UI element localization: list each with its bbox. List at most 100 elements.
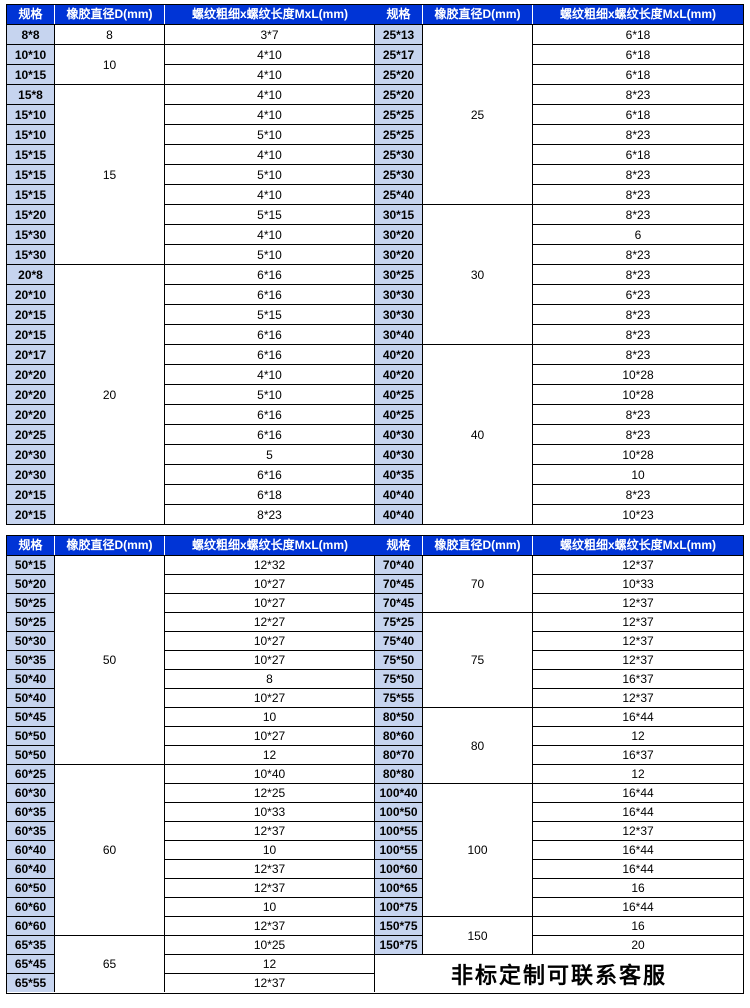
thread-cell: 6*18 xyxy=(165,484,375,504)
header-cell: 橡胶直径D(mm) xyxy=(423,5,533,24)
thread-cell: 10*27 xyxy=(165,593,375,612)
header-cell: 规格 xyxy=(7,536,55,555)
thread-cell: 8*23 xyxy=(533,424,743,444)
spec-cell: 30*25 xyxy=(375,264,423,284)
thread-cell: 16*44 xyxy=(533,840,743,859)
thread-cell: 12*37 xyxy=(533,688,743,707)
thread-cell: 6*16 xyxy=(165,464,375,484)
thread-cell: 16*44 xyxy=(533,707,743,726)
spec-cell: 25*40 xyxy=(375,184,423,204)
spec-cell: 40*35 xyxy=(375,464,423,484)
spec-cell: 15*10 xyxy=(7,124,55,144)
spec-cell: 40*40 xyxy=(375,484,423,504)
thread-cell: 16*44 xyxy=(533,783,743,802)
spec-cell: 15*30 xyxy=(7,244,55,264)
thread-cell: 12 xyxy=(165,745,375,764)
thread-cell: 10 xyxy=(165,840,375,859)
spec-cell: 100*65 xyxy=(375,878,423,897)
thread-cell: 6*18 xyxy=(533,104,743,124)
spec-cell: 70*45 xyxy=(375,574,423,593)
thread-cell: 6*18 xyxy=(533,44,743,64)
thread-cell: 8*23 xyxy=(533,84,743,104)
thread-cell: 5 xyxy=(165,444,375,464)
spec-cell: 15*10 xyxy=(7,104,55,124)
thread-cell: 10*27 xyxy=(165,631,375,650)
spec-cell: 20*17 xyxy=(7,344,55,364)
thread-cell: 6*23 xyxy=(533,284,743,304)
thread-cell: 8*23 xyxy=(533,124,743,144)
spec-cell: 25*25 xyxy=(375,104,423,124)
spec-cell: 65*45 xyxy=(7,954,55,973)
spec-cell: 50*40 xyxy=(7,688,55,707)
thread-cell: 5*10 xyxy=(165,384,375,404)
thread-cell: 8*23 xyxy=(533,184,743,204)
spec-cell: 60*35 xyxy=(7,821,55,840)
thread-cell: 12*37 xyxy=(533,555,743,574)
thread-cell: 12*27 xyxy=(165,612,375,631)
thread-cell: 12*37 xyxy=(533,631,743,650)
spec-cell: 65*55 xyxy=(7,973,55,992)
thread-cell: 6 xyxy=(533,224,743,244)
thread-cell: 10*27 xyxy=(165,688,375,707)
spec-cell: 30*30 xyxy=(375,304,423,324)
spec-cell: 75*50 xyxy=(375,650,423,669)
thread-cell: 10*28 xyxy=(533,384,743,404)
thread-cell: 8 xyxy=(165,669,375,688)
thread-cell: 8*23 xyxy=(533,264,743,284)
thread-cell: 4*10 xyxy=(165,64,375,84)
spec-cell: 20*15 xyxy=(7,504,55,524)
thread-cell: 12 xyxy=(533,764,743,783)
spec-cell: 70*40 xyxy=(375,555,423,574)
header-cell: 螺纹粗细x螺纹长度MxL(mm) xyxy=(533,5,743,24)
spec-cell: 40*30 xyxy=(375,444,423,464)
diameter-cell: 30 xyxy=(423,204,533,344)
spec-cell: 40*25 xyxy=(375,384,423,404)
thread-cell: 8*23 xyxy=(533,204,743,224)
spec-cell: 80*50 xyxy=(375,707,423,726)
diameter-cell: 15 xyxy=(55,84,165,264)
thread-cell: 16 xyxy=(533,878,743,897)
spec-cell: 50*35 xyxy=(7,650,55,669)
diameter-cell: 100 xyxy=(423,783,533,916)
thread-cell: 16*44 xyxy=(533,802,743,821)
thread-cell: 10*27 xyxy=(165,726,375,745)
header-cell: 规格 xyxy=(375,536,423,555)
spec-cell: 40*40 xyxy=(375,504,423,524)
thread-cell: 4*10 xyxy=(165,144,375,164)
spec-cell: 25*13 xyxy=(375,24,423,44)
thread-cell: 12*37 xyxy=(533,612,743,631)
thread-cell: 8*23 xyxy=(533,484,743,504)
spec-cell: 50*15 xyxy=(7,555,55,574)
thread-cell: 8*23 xyxy=(533,244,743,264)
spec-cell: 100*75 xyxy=(375,897,423,916)
thread-cell: 12*37 xyxy=(165,916,375,935)
diameter-cell: 65 xyxy=(55,935,165,992)
spec-cell: 20*30 xyxy=(7,464,55,484)
spec-cell: 75*40 xyxy=(375,631,423,650)
diameter-cell: 40 xyxy=(423,344,533,524)
spec-cell: 15*15 xyxy=(7,164,55,184)
thread-cell: 5*15 xyxy=(165,304,375,324)
spec-cell: 25*20 xyxy=(375,64,423,84)
spec-cell: 25*20 xyxy=(375,84,423,104)
thread-cell: 6*16 xyxy=(165,264,375,284)
thread-cell: 10*23 xyxy=(533,504,743,524)
spec-cell: 20*20 xyxy=(7,364,55,384)
thread-cell: 16*44 xyxy=(533,859,743,878)
thread-cell: 4*10 xyxy=(165,364,375,384)
spec-cell: 60*30 xyxy=(7,783,55,802)
thread-cell: 20 xyxy=(533,935,743,954)
diameter-cell: 10 xyxy=(55,44,165,84)
thread-cell: 6*16 xyxy=(165,284,375,304)
thread-cell: 16 xyxy=(533,916,743,935)
spec-cell: 15*15 xyxy=(7,144,55,164)
thread-cell: 12*37 xyxy=(533,650,743,669)
spec-cell: 50*50 xyxy=(7,726,55,745)
spec-cell: 75*25 xyxy=(375,612,423,631)
thread-cell: 16*37 xyxy=(533,669,743,688)
diameter-cell: 25 xyxy=(423,24,533,204)
spec-cell: 30*20 xyxy=(375,224,423,244)
header-cell: 橡胶直径D(mm) xyxy=(423,536,533,555)
spec-cell: 30*15 xyxy=(375,204,423,224)
spec-cell: 20*15 xyxy=(7,304,55,324)
